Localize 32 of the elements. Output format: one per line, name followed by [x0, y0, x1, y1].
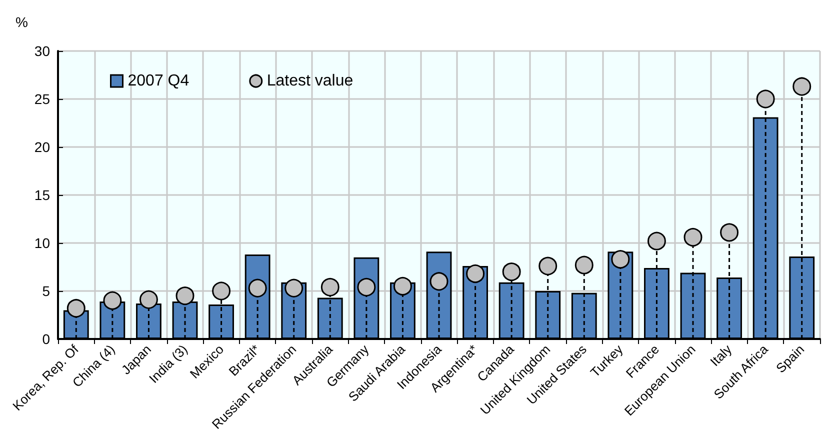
- point: [103, 291, 122, 310]
- point: [538, 256, 558, 276]
- y-tick-label: 10: [34, 235, 50, 251]
- point: [430, 272, 448, 291]
- point: [176, 286, 194, 306]
- point: [248, 278, 267, 298]
- point: [357, 278, 376, 296]
- point: [611, 250, 630, 269]
- point: [720, 223, 739, 242]
- point: [139, 290, 158, 309]
- y-tick-label: 30: [34, 43, 50, 59]
- y-tick-label: 5: [42, 283, 50, 299]
- point: [502, 262, 521, 282]
- point: [66, 299, 86, 318]
- point: [466, 264, 485, 283]
- y-axis-title: %: [16, 14, 28, 30]
- y-tick-label: 15: [34, 187, 50, 203]
- point: [320, 278, 340, 296]
- point: [647, 232, 666, 250]
- legend-label: Latest value: [266, 72, 354, 90]
- point: [212, 282, 231, 300]
- x-tick-label: Italy: [707, 341, 735, 370]
- point: [574, 256, 594, 274]
- y-tick-label: 20: [34, 139, 50, 155]
- legend-label: 2007 Q4: [128, 72, 190, 90]
- y-tick-label: 25: [34, 91, 50, 107]
- point: [792, 77, 812, 96]
- point: [756, 90, 775, 108]
- point: [684, 228, 702, 246]
- y-tick-label: 0: [42, 331, 50, 347]
- point: [393, 276, 412, 296]
- point: [284, 278, 304, 298]
